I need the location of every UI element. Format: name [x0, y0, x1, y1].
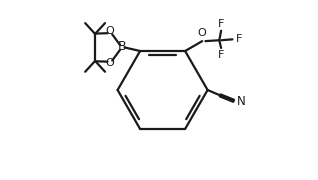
Text: F: F [218, 50, 224, 60]
Text: O: O [198, 28, 207, 38]
Text: F: F [236, 34, 242, 44]
Text: N: N [237, 95, 246, 108]
Text: B: B [118, 40, 127, 53]
Text: O: O [106, 58, 114, 68]
Text: O: O [106, 26, 114, 36]
Text: F: F [218, 19, 224, 28]
